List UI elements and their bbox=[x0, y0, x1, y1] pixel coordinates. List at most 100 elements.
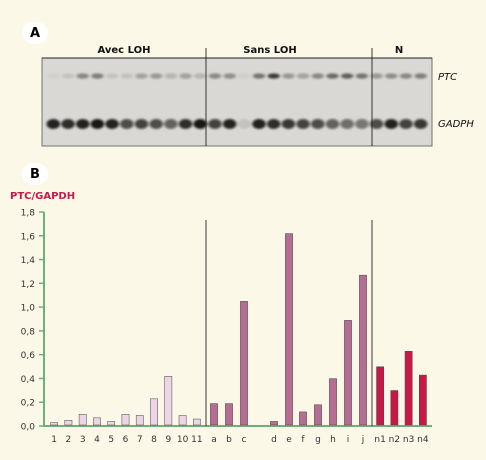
gadph-band bbox=[281, 119, 296, 129]
gadph-band bbox=[413, 119, 428, 129]
ptc-band bbox=[135, 73, 148, 79]
x-tick-label: i bbox=[347, 435, 350, 445]
gadph-band bbox=[120, 119, 134, 129]
bar-f bbox=[299, 411, 307, 426]
ptc-band bbox=[150, 73, 163, 79]
bar-8 bbox=[150, 398, 158, 426]
x-tick-label: 1 bbox=[51, 435, 57, 445]
gadph-band bbox=[384, 119, 399, 129]
x-tick-label: 3 bbox=[80, 435, 86, 445]
x-tick-label: j bbox=[361, 435, 365, 445]
x-tick-label: n4 bbox=[417, 435, 429, 445]
gadph-band bbox=[193, 119, 208, 129]
bar-n3 bbox=[404, 351, 413, 426]
gadph-band bbox=[75, 119, 90, 129]
y-axis-label: PTC/GAPDH bbox=[10, 191, 75, 202]
bar-n1 bbox=[376, 366, 384, 426]
ptc-band bbox=[238, 73, 251, 79]
ptc-band bbox=[61, 73, 75, 79]
gadph-band bbox=[222, 119, 237, 129]
gadph-band bbox=[237, 119, 252, 129]
gadph-band bbox=[355, 119, 369, 129]
y-tick-label: 1,6 bbox=[21, 232, 36, 242]
x-tick-label: n3 bbox=[403, 435, 414, 445]
x-tick-label: 4 bbox=[94, 435, 100, 445]
x-tick-label: n2 bbox=[389, 435, 400, 445]
panel-a-label: A bbox=[22, 22, 48, 44]
bar-a bbox=[210, 403, 218, 426]
bar-6 bbox=[121, 414, 130, 426]
gadph-band bbox=[266, 119, 281, 129]
x-tick-label: h bbox=[330, 435, 336, 445]
bar-e bbox=[285, 233, 293, 426]
gadph-band bbox=[134, 119, 149, 129]
y-tick-label: 0,4 bbox=[21, 375, 36, 385]
bar-chart: PTC/GAPDH 0,0 0,2 0,4 0,6 0,8 1,0 1,2 1,4 1,6 1,8… bbox=[10, 191, 432, 445]
ptc-band bbox=[47, 73, 60, 79]
ptc-band bbox=[399, 73, 413, 79]
bar-g bbox=[314, 404, 322, 426]
y-tick-label: 0,0 bbox=[21, 423, 36, 433]
x-tick-label: g bbox=[315, 435, 321, 445]
x-tick-label: a bbox=[211, 435, 217, 445]
ptc-band bbox=[208, 73, 222, 79]
x-tick-label: 8 bbox=[151, 435, 157, 445]
gadph-band bbox=[105, 119, 119, 129]
bar-c bbox=[240, 301, 248, 426]
gadph-band bbox=[311, 119, 325, 129]
bar-3 bbox=[78, 414, 87, 426]
blot-panel: Avec LOH Sans LOH N PTC GADPH bbox=[41, 45, 474, 147]
gadph-band bbox=[325, 119, 340, 129]
bar-b bbox=[225, 403, 233, 426]
ptc-band bbox=[252, 73, 266, 79]
ptc-band bbox=[385, 73, 398, 79]
y-tick-label: 0,8 bbox=[21, 327, 36, 337]
x-tick-label: b bbox=[226, 435, 232, 445]
gadph-band bbox=[149, 119, 163, 129]
x-tick-label: e bbox=[286, 435, 292, 445]
bar-d bbox=[270, 421, 278, 426]
x-tick-label: c bbox=[242, 435, 247, 445]
group-label-sans-loh: Sans LOH bbox=[243, 45, 296, 56]
gadph-band bbox=[369, 119, 384, 129]
y-tick-label: 1,8 bbox=[21, 209, 36, 219]
ptc-band bbox=[282, 73, 295, 79]
ptc-band bbox=[194, 73, 207, 79]
y-tick-label: 1,4 bbox=[21, 256, 36, 266]
ptc-band bbox=[105, 73, 119, 79]
x-tick-label: f bbox=[301, 435, 305, 445]
panel-b-label: B bbox=[22, 163, 48, 185]
ptc-band bbox=[370, 73, 383, 79]
bar-9 bbox=[164, 376, 173, 426]
x-tick-label: 6 bbox=[123, 435, 129, 445]
x-tick-label: 2 bbox=[66, 435, 72, 445]
ptc-band bbox=[76, 73, 89, 79]
bar-h bbox=[329, 378, 337, 426]
bar-5 bbox=[107, 421, 116, 426]
gadph-band bbox=[399, 119, 413, 129]
bar-1 bbox=[50, 422, 58, 426]
gadph-band bbox=[296, 119, 310, 129]
band-label-ptc: PTC bbox=[438, 72, 457, 83]
y-tick-label: 0,6 bbox=[21, 351, 36, 361]
band-label-gadph: GADPH bbox=[438, 119, 474, 130]
blot-frame bbox=[41, 57, 433, 147]
ptc-band bbox=[355, 73, 369, 79]
x-tick-label: 7 bbox=[137, 435, 143, 445]
bar-j bbox=[359, 274, 367, 426]
ptc-band bbox=[414, 73, 427, 79]
ptc-band bbox=[267, 73, 280, 79]
ptc-band bbox=[326, 73, 339, 79]
ptc-band bbox=[120, 73, 133, 79]
bar-n4 bbox=[419, 374, 427, 426]
y-tick-label: 1,0 bbox=[21, 304, 36, 314]
y-tick-label: 1,2 bbox=[21, 280, 35, 290]
ptc-band bbox=[164, 73, 178, 79]
ptc-band bbox=[91, 73, 104, 79]
gadph-band bbox=[208, 119, 222, 129]
gadph-band bbox=[164, 119, 178, 129]
bar-2 bbox=[64, 419, 73, 426]
x-tick-label: 11 bbox=[191, 435, 202, 445]
gadph-band bbox=[178, 119, 193, 129]
